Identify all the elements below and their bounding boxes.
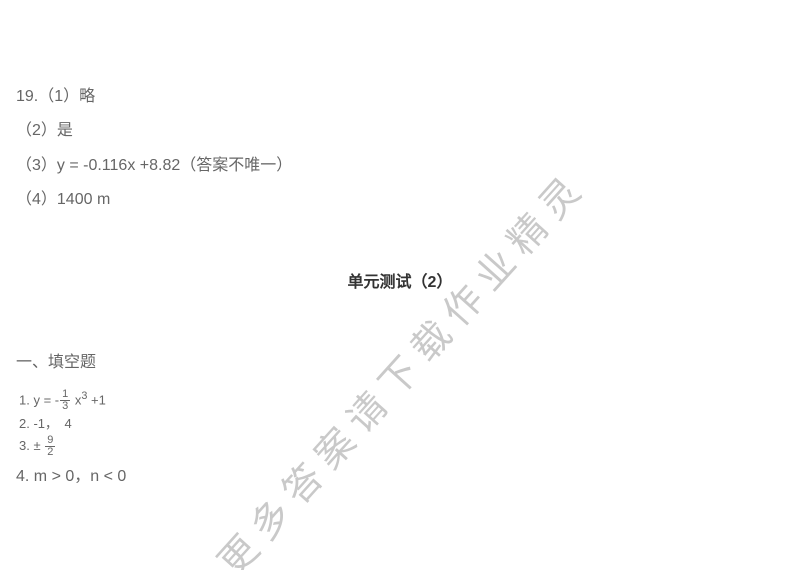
q19-part2: （2）是 (16, 120, 784, 142)
denominator: 3 (60, 401, 70, 412)
denominator: 2 (45, 447, 55, 458)
fraction-9-2: 92 (45, 435, 55, 458)
item-3-prefix: 3. ± (19, 438, 44, 453)
fill-blank-heading: 一、填空题 (16, 348, 784, 372)
q19-part1: 19.（1）略 (16, 86, 784, 108)
item-1-x: x (71, 392, 81, 407)
item-2: 2. -1， 4 (19, 414, 784, 434)
fraction-1-3: 13 (60, 389, 70, 412)
q19-part4: （4）1400 m (16, 189, 784, 211)
item-4: 4. m > 0，n < 0 (16, 462, 784, 486)
item-3: 3. ± 92 (19, 435, 784, 458)
q19-part3: （3）y = -0.116x +8.82（答案不唯一） (16, 155, 784, 177)
item-1-prefix: 1. y = - (19, 392, 59, 407)
item-1-tail: +1 (87, 392, 105, 407)
document-page: 更多答案请下载作业精灵 19.（1）略 （2）是 （3）y = -0.116x … (0, 86, 800, 570)
item-1: 1. y = -13 x3 +1 (19, 388, 784, 412)
section-title: 单元测试（2） (16, 268, 784, 292)
